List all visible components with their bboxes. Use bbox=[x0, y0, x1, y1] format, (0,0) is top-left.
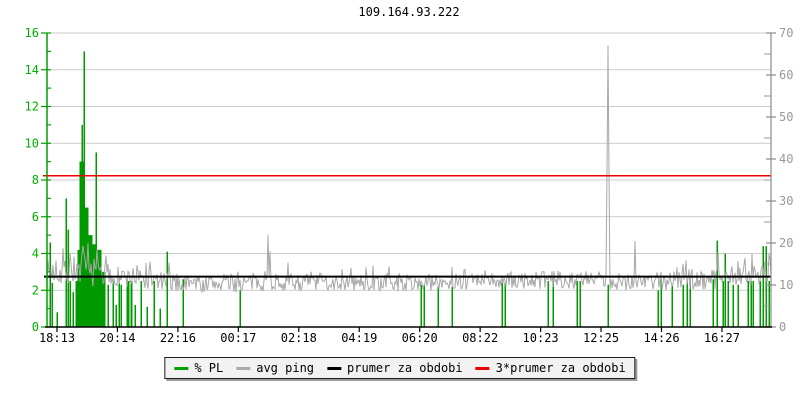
x-tick-label: 22:16 bbox=[160, 331, 196, 345]
y-left-tick-label: 4 bbox=[32, 247, 39, 261]
y-right-tick-label: 30 bbox=[779, 194, 793, 208]
legend-swatch-period-avg3 bbox=[475, 366, 490, 370]
legend-swatch-avg-ping bbox=[236, 366, 251, 370]
y-left-tick-label: 12 bbox=[25, 100, 39, 114]
x-tick-label: 08:22 bbox=[462, 331, 498, 345]
y-left-tick-label: 2 bbox=[32, 283, 39, 297]
y-left-tick-label: 6 bbox=[32, 210, 39, 224]
x-tick-label: 10:23 bbox=[523, 331, 559, 345]
legend-swatch-pl bbox=[174, 366, 189, 370]
y-right-tick-label: 10 bbox=[779, 278, 793, 292]
legend-item-period-avg: prumer za obdobi bbox=[327, 361, 463, 375]
y-left-tick-label: 8 bbox=[32, 173, 39, 187]
left-axis: 0 2 4 6 8 10 12 14 16 bbox=[25, 26, 51, 334]
legend-label-period-avg: prumer za obdobi bbox=[347, 361, 463, 375]
legend-item-period-avg3: 3*prumer za obdobi bbox=[475, 361, 626, 375]
legend-item-avg-ping: avg ping bbox=[236, 361, 314, 375]
x-tick-label: 06:20 bbox=[402, 331, 438, 345]
y-right-tick-label: 0 bbox=[779, 320, 786, 334]
y-right-tick-label: 60 bbox=[779, 68, 793, 82]
chart-legend: % PL avg ping prumer za obdobi 3*prumer … bbox=[164, 357, 636, 379]
x-tick-label: 12:25 bbox=[583, 331, 619, 345]
avg-ping-line bbox=[46, 45, 772, 294]
gridlines bbox=[47, 32, 771, 291]
legend-label-avg-ping: avg ping bbox=[256, 361, 315, 375]
legend-swatch-period-avg bbox=[327, 366, 342, 370]
legend-label-period-avg3: 3*prumer za obdobi bbox=[495, 361, 626, 375]
x-tick-label: 20:14 bbox=[99, 331, 135, 345]
x-tick-label: 04:19 bbox=[341, 331, 377, 345]
x-axis: 18:13 20:14 22:16 00:17 02:18 04:19 06:20 08:22… bbox=[39, 326, 772, 345]
y-left-tick-label: 10 bbox=[25, 136, 39, 150]
x-tick-label: 16:27 bbox=[704, 331, 740, 345]
x-tick-label: 18:13 bbox=[39, 331, 75, 345]
chart-title: 109.164.93.222 bbox=[358, 5, 460, 19]
y-left-tick-label: 0 bbox=[32, 320, 39, 334]
y-right-tick-label: 20 bbox=[779, 236, 793, 250]
right-axis: 0 10 20 30 40 50 60 70 bbox=[764, 26, 793, 334]
legend-label-pl: % PL bbox=[194, 361, 224, 375]
y-left-tick-label: 16 bbox=[25, 26, 39, 40]
y-right-tick-label: 40 bbox=[779, 152, 793, 166]
y-left-tick-label: 14 bbox=[25, 63, 39, 77]
x-tick-label: 00:17 bbox=[220, 331, 256, 345]
x-tick-label: 14:26 bbox=[643, 331, 679, 345]
legend-item-pl: % PL bbox=[174, 361, 223, 375]
y-right-tick-label: 70 bbox=[779, 26, 793, 40]
y-right-tick-label: 50 bbox=[779, 110, 793, 124]
x-tick-label: 02:18 bbox=[281, 331, 317, 345]
